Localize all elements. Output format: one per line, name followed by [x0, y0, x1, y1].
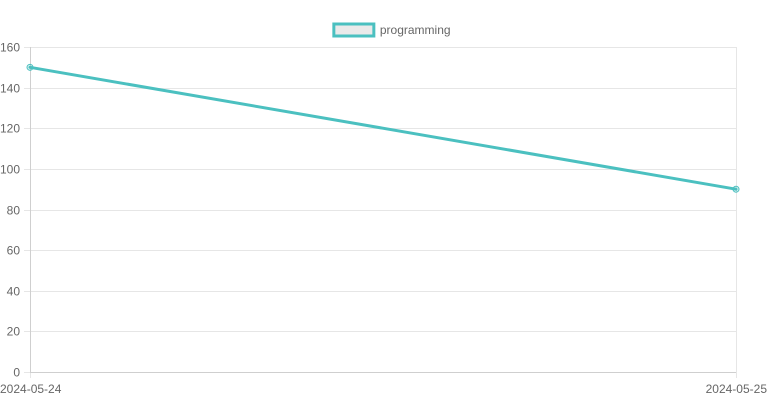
- legend-swatch: [332, 22, 376, 38]
- series-line-programming: [28, 65, 738, 191]
- data-point[interactable]: [732, 185, 740, 193]
- x-tick-label: 2024-05-24: [0, 382, 62, 396]
- y-tick-label: 160: [0, 41, 20, 55]
- y-tick-labels: 0 20 40 60 80 100 120 140 160: [0, 41, 20, 380]
- series: [26, 63, 740, 193]
- y-tick-label: 40: [7, 285, 21, 299]
- y-tick-label: 120: [0, 122, 20, 136]
- axes: [30, 47, 736, 373]
- y-tick-label: 0: [13, 366, 20, 380]
- legend[interactable]: programming: [332, 22, 451, 38]
- x-tick-labels: 2024-05-24 2024-05-25: [0, 382, 767, 396]
- y-tick-label: 80: [7, 204, 21, 218]
- legend-label: programming: [380, 23, 451, 37]
- y-tick-label: 140: [0, 82, 20, 96]
- y-tick-label: 60: [7, 244, 21, 258]
- y-tick-label: 20: [7, 325, 21, 339]
- legend-item-programming[interactable]: programming: [332, 22, 451, 38]
- grid: [24, 47, 737, 378]
- y-tick-label: 100: [0, 163, 20, 177]
- data-point[interactable]: [26, 63, 34, 71]
- x-tick-label: 2024-05-25: [706, 382, 768, 396]
